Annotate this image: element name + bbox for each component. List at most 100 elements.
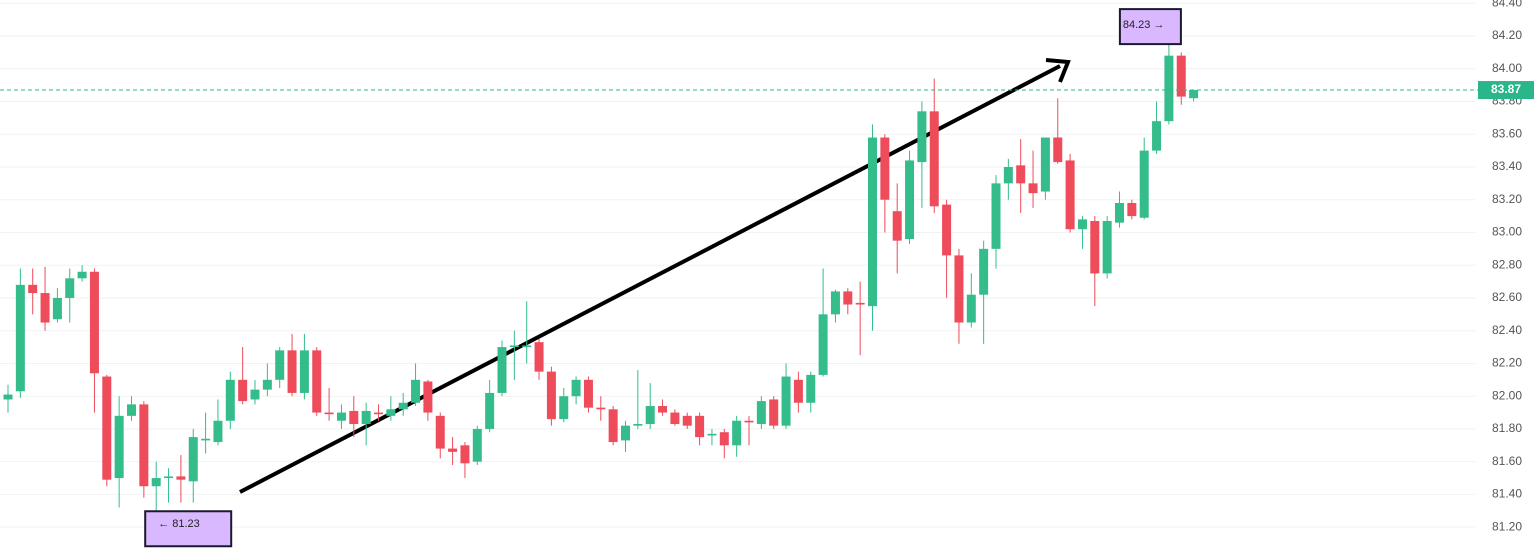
candle-body — [509, 345, 519, 348]
candle-body — [719, 432, 729, 446]
candle-body — [127, 404, 136, 416]
candle-body — [497, 347, 507, 393]
annotation-label: 84.23 → — [1123, 19, 1165, 31]
candle-body — [89, 271, 99, 374]
candle-body — [460, 445, 470, 464]
annotation-label: ← 81.23 — [158, 518, 200, 530]
candle-body — [1003, 166, 1013, 184]
y-tick-label: 84.00 — [1492, 61, 1522, 75]
candle-body — [1065, 160, 1075, 230]
candle-body — [336, 412, 346, 421]
candle-body — [225, 379, 235, 421]
candle-body — [682, 415, 692, 426]
candle-body — [312, 350, 322, 413]
candle-body — [435, 415, 445, 449]
candle-body — [571, 379, 581, 397]
y-tick-label: 82.20 — [1492, 356, 1522, 370]
candle-body — [77, 271, 87, 279]
candle-body — [1139, 150, 1149, 218]
candle-body — [559, 396, 569, 420]
candle-body — [546, 371, 556, 420]
candle-body — [299, 350, 309, 393]
candle-body — [1152, 121, 1162, 151]
candle-body — [954, 255, 964, 323]
candle-body — [213, 420, 223, 443]
candle-body — [15, 284, 25, 392]
candle-body — [386, 409, 396, 416]
candle-body — [596, 407, 606, 410]
candle-body — [398, 402, 408, 410]
candle-body — [1176, 55, 1186, 97]
candle-body — [188, 437, 198, 482]
y-tick-label: 81.20 — [1492, 519, 1522, 533]
candle-body — [707, 433, 717, 436]
y-tick-label: 84.20 — [1492, 28, 1522, 42]
candle-body — [114, 415, 124, 479]
candle-body — [583, 379, 593, 408]
candle-body — [287, 350, 297, 393]
candle-body — [892, 211, 902, 241]
candle-body — [868, 137, 877, 307]
candle-body — [1189, 90, 1199, 99]
candle-body — [164, 476, 174, 479]
candle-body — [855, 302, 865, 305]
candle-body — [485, 392, 495, 429]
y-tick-label: 81.60 — [1492, 454, 1522, 468]
candle-body — [830, 291, 840, 315]
candle-body — [534, 342, 544, 372]
candle-body — [275, 350, 285, 380]
candle-body — [756, 401, 766, 425]
candle-body — [472, 428, 482, 462]
candle-body — [151, 478, 161, 487]
candle-body — [880, 137, 890, 200]
candle-body — [769, 399, 779, 426]
annotation-box — [144, 510, 233, 548]
y-tick-label: 83.20 — [1492, 192, 1522, 206]
y-tick-label: 82.40 — [1492, 323, 1522, 337]
candle-body — [201, 438, 211, 441]
candle-body — [621, 425, 630, 441]
current-price-box — [1478, 81, 1534, 100]
candle-body — [176, 476, 186, 480]
trend-arrow-head — [1045, 58, 1071, 83]
candle-body — [324, 412, 334, 415]
candle-body — [966, 294, 976, 323]
candle-body — [1115, 203, 1124, 223]
candle-body — [1016, 165, 1026, 184]
candle-body — [991, 183, 1001, 249]
candle-body — [102, 376, 112, 480]
candle-body — [781, 376, 791, 426]
candle-body — [374, 412, 383, 415]
candle-body — [929, 111, 939, 207]
candle-body — [645, 406, 655, 425]
candle-body — [28, 284, 38, 294]
candle-body — [1040, 137, 1050, 192]
candle-body — [65, 278, 75, 298]
candle-body — [1090, 221, 1100, 274]
candle-body — [744, 420, 754, 423]
candle-body — [633, 424, 643, 426]
candle-body — [52, 297, 62, 320]
candle-body — [695, 415, 705, 438]
y-tick-label: 82.60 — [1492, 290, 1522, 304]
candle-body — [917, 111, 927, 163]
candle-body — [361, 410, 371, 425]
candle-body — [843, 291, 853, 305]
current-price-label: 83.87 — [1491, 82, 1521, 96]
candle-body — [732, 420, 742, 446]
candle-body — [262, 379, 272, 390]
candle-body — [1077, 219, 1087, 230]
candle-body — [818, 314, 828, 375]
candle-body — [793, 379, 803, 403]
candle-body — [1053, 137, 1063, 163]
candle-body — [658, 406, 668, 413]
candle-body — [979, 248, 989, 295]
candle-body — [942, 204, 952, 256]
candle-body — [139, 404, 149, 487]
y-tick-label: 83.60 — [1492, 126, 1522, 140]
candle-body — [250, 389, 260, 400]
y-tick-label: 82.00 — [1492, 388, 1522, 402]
candle-body — [411, 379, 421, 403]
candle-body — [1102, 221, 1112, 274]
